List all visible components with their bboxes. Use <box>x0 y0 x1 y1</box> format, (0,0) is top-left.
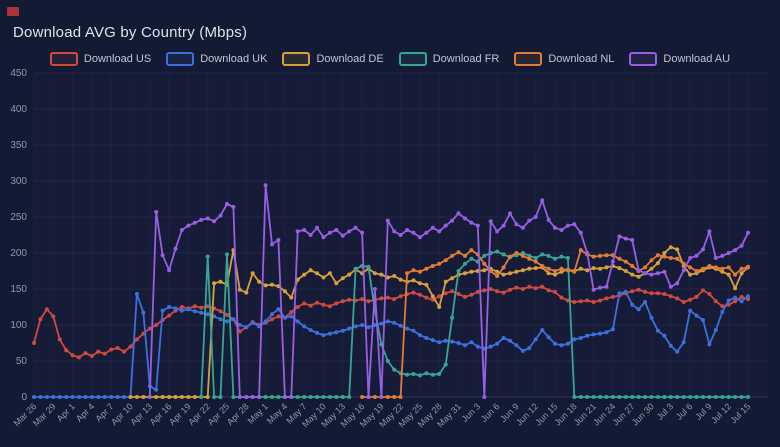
y-axis-label: 0 <box>21 392 27 403</box>
legend-item-download-de[interactable]: Download DE <box>282 52 384 66</box>
legend-item-download-fr[interactable]: Download FR <box>398 52 500 66</box>
x-axis-label: Apr 4 <box>74 401 96 423</box>
y-axis-labels: 0 50 100 150 200 250 300 350 400 450 <box>10 68 27 403</box>
y-axis-label: 400 <box>10 104 27 115</box>
legend-label-download-nl: Download NL <box>548 53 615 65</box>
y-axis-label: 250 <box>10 212 27 223</box>
legend-label-download-fr: Download FR <box>432 53 500 65</box>
legend-swatch-download-au <box>629 52 658 66</box>
legend-swatch-download-fr <box>398 52 427 66</box>
y-axis-label: 450 <box>10 68 27 79</box>
chart-title: Download AVG by Country (Mbps) <box>13 24 248 41</box>
legend-item-download-us[interactable]: Download US <box>49 52 152 66</box>
legend-label-download-uk: Download UK <box>200 53 268 65</box>
y-axis-label: 150 <box>10 284 27 295</box>
legend-item-download-au[interactable]: Download AU <box>629 52 730 66</box>
x-axis-label: Jun 6 <box>479 401 502 424</box>
x-axis-label: May 4 <box>265 401 289 425</box>
y-axis-label: 300 <box>10 176 27 187</box>
y-axis-label: 100 <box>10 320 27 331</box>
legend-item-download-nl[interactable]: Download NL <box>514 52 614 66</box>
series-points-download-nl[interactable] <box>360 248 750 399</box>
series-points-download-au[interactable] <box>147 183 750 399</box>
series-points-download-uk[interactable] <box>32 289 750 399</box>
legend: Download US Download UK Download DE Downloa… <box>0 52 780 66</box>
series-line-download-uk[interactable] <box>33 291 749 398</box>
x-axis-label: Jul 6 <box>674 401 695 422</box>
legend-label-download-de: Download DE <box>316 53 384 65</box>
y-axis-label: 350 <box>10 140 27 151</box>
y-axis-label: 50 <box>16 356 28 367</box>
red-corner-marker <box>7 7 19 16</box>
x-axis-label: Jun 3 <box>460 401 483 424</box>
legend-label-download-us: Download US <box>83 53 152 65</box>
x-axis-label: Jul 12 <box>709 401 733 425</box>
legend-item-download-uk[interactable]: Download UK <box>166 52 267 66</box>
x-axis-label: Jun 30 <box>630 401 656 427</box>
x-axis-label: Jul 3 <box>655 401 676 422</box>
series-line-download-au[interactable] <box>148 184 749 398</box>
legend-label-download-au: Download AU <box>663 53 731 65</box>
series-points-download-de[interactable] <box>128 245 751 399</box>
y-axis-label: 200 <box>10 248 27 259</box>
legend-swatch-download-nl <box>514 52 543 66</box>
legend-swatch-download-de <box>282 52 311 66</box>
x-axis-label: Jul 15 <box>728 401 752 425</box>
legend-swatch-download-uk <box>166 52 195 66</box>
x-axis-label: Apr 1 <box>55 401 77 423</box>
legend-swatch-download-us <box>49 52 78 66</box>
x-axis-label: Apr 28 <box>225 401 251 427</box>
x-axis-label: May 1 <box>246 401 270 425</box>
